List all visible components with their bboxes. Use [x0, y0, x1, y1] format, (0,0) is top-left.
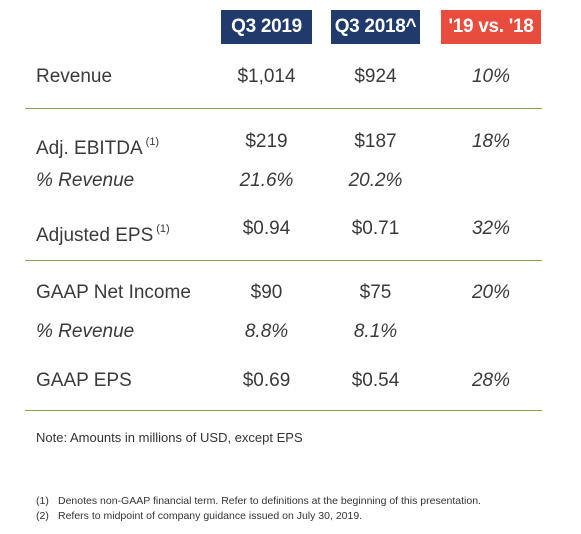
value-q3-2019: $90	[250, 282, 283, 303]
row-label: % Revenue	[36, 321, 135, 342]
table-row-ebitda-margin: % Revenue 21.6% 20.2%	[0, 166, 581, 196]
value-change: 10%	[471, 66, 511, 87]
row-label: Revenue	[36, 66, 113, 87]
footnote-text: Refers to midpoint of company guidance i…	[58, 510, 363, 522]
table-row-gaap-eps: GAAP EPS $0.69 $0.54 28%	[0, 366, 581, 396]
divider	[25, 410, 542, 411]
footnote-ref: (1)	[156, 223, 170, 235]
row-label-text: Adjusted EPS	[36, 225, 154, 246]
value-q3-2019: $1,014	[237, 66, 296, 87]
value-q3-2019: $219	[245, 131, 288, 152]
value-q3-2018: $0.71	[351, 218, 400, 239]
table-row-adjusted-eps: Adjusted EPS (1) $0.94 $0.71 32%	[0, 214, 581, 246]
amounts-note: Note: Amounts in millions of USD, except…	[36, 430, 303, 445]
table-row-net-income-margin: % Revenue 8.8% 8.1%	[0, 317, 581, 347]
table-row-adj-ebitda: Adj. EBITDA (1) $219 $187 18%	[0, 127, 581, 159]
row-label: GAAP EPS	[36, 370, 132, 391]
footnote-number: (1)	[36, 495, 49, 507]
value-change: 20%	[471, 282, 511, 303]
value-change: 32%	[471, 218, 511, 239]
footnote: (2) Refers to midpoint of company guidanc…	[36, 510, 362, 522]
value-q3-2018: 8.1%	[353, 321, 398, 342]
value-q3-2019: 21.6%	[239, 170, 294, 191]
value-q3-2019: $0.69	[242, 370, 291, 391]
value-change: 18%	[471, 131, 511, 152]
value-q3-2018: $924	[354, 66, 397, 87]
row-label-text: Adj. EBITDA	[36, 138, 143, 159]
row-label: Adj. EBITDA (1)	[36, 127, 159, 164]
value-q3-2019: $0.94	[242, 218, 291, 239]
table-row-gaap-net-income: GAAP Net Income $90 $75 20%	[0, 278, 581, 308]
divider	[25, 260, 542, 261]
row-label: GAAP Net Income	[36, 282, 191, 303]
divider	[25, 108, 542, 109]
row-label: % Revenue	[36, 170, 135, 191]
value-q3-2019: 8.8%	[244, 321, 289, 342]
footnote-text: Denotes non-GAAP financial term. Refer t…	[58, 495, 481, 507]
header-q3-2018: Q3 2018^	[331, 10, 420, 44]
footnote: (1) Denotes non-GAAP financial term. Refe…	[36, 495, 481, 507]
header-yoy-change: '19 vs. '18	[441, 10, 541, 44]
value-q3-2018: $187	[354, 131, 397, 152]
value-q3-2018: $75	[359, 282, 392, 303]
row-label: Adjusted EPS (1)	[36, 214, 170, 251]
header-q3-2019: Q3 2019	[221, 10, 312, 44]
table-row-revenue: Revenue $1,014 $924 10%	[0, 62, 581, 92]
footnote-number: (2)	[36, 510, 49, 522]
value-change: 28%	[471, 370, 511, 391]
value-q3-2018: 20.2%	[348, 170, 403, 191]
footnote-ref: (1)	[145, 136, 160, 148]
value-q3-2018: $0.54	[351, 370, 400, 391]
